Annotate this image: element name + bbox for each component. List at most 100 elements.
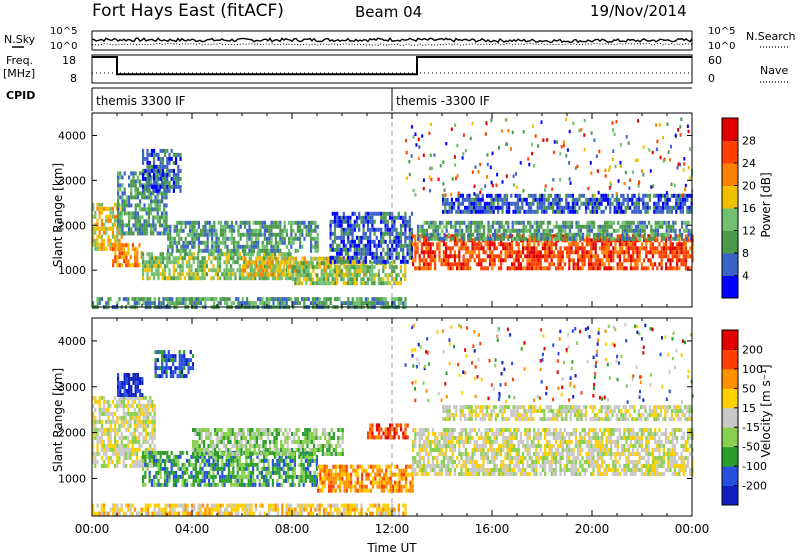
power-cell bbox=[134, 211, 137, 216]
power-cell bbox=[679, 201, 682, 206]
power-cell bbox=[274, 244, 277, 249]
power-cell bbox=[681, 232, 684, 237]
power-cell bbox=[534, 193, 537, 198]
power-cell bbox=[626, 224, 629, 229]
power-cell bbox=[572, 266, 575, 271]
velocity-cell bbox=[140, 419, 143, 424]
power-cell bbox=[96, 202, 99, 207]
power-cell bbox=[363, 256, 366, 261]
power-cell bbox=[393, 215, 396, 220]
power-cell bbox=[290, 297, 293, 302]
power-cell bbox=[547, 201, 550, 206]
power-cell bbox=[471, 238, 474, 243]
power-cell bbox=[408, 247, 411, 252]
power-cell bbox=[153, 301, 156, 306]
velocity-cell bbox=[134, 381, 137, 385]
power-cell bbox=[210, 260, 213, 265]
power-cell bbox=[535, 224, 538, 229]
power-cell bbox=[358, 227, 361, 232]
power-cell bbox=[486, 209, 489, 214]
velocity-cell bbox=[133, 423, 136, 428]
power-cell bbox=[497, 242, 500, 247]
power-cell bbox=[569, 209, 572, 214]
power-scatter-cell bbox=[522, 130, 525, 134]
power-cell bbox=[498, 236, 501, 241]
power-cell bbox=[463, 236, 466, 241]
power-cell bbox=[225, 256, 228, 261]
power-cell bbox=[221, 297, 224, 302]
power-cell bbox=[485, 236, 488, 241]
power-cell bbox=[382, 277, 385, 282]
power-cell bbox=[614, 246, 617, 251]
power-cell bbox=[116, 243, 119, 248]
power-cell bbox=[340, 247, 343, 252]
power-cell bbox=[312, 268, 315, 273]
power-scatter-cell bbox=[651, 150, 654, 155]
velocity-cell bbox=[175, 478, 178, 483]
velocity-cell bbox=[109, 459, 112, 464]
power-cell bbox=[199, 297, 202, 302]
power-cell bbox=[384, 219, 387, 224]
power-cell bbox=[161, 215, 164, 220]
power-cell bbox=[678, 254, 681, 259]
velocity-cell bbox=[129, 463, 132, 468]
power-scatter-cell bbox=[417, 156, 420, 161]
power-cell bbox=[157, 268, 160, 273]
power-cell bbox=[199, 276, 202, 281]
power-cell bbox=[148, 268, 151, 273]
power-cell bbox=[177, 264, 180, 269]
velocity-cell bbox=[131, 435, 134, 440]
power-cell bbox=[166, 184, 169, 189]
power-scatter-cell bbox=[627, 141, 630, 145]
power-cell bbox=[167, 232, 170, 237]
velocity-cell bbox=[94, 423, 97, 428]
power-cell bbox=[646, 205, 649, 210]
power-cell bbox=[227, 256, 230, 261]
velocity-cell bbox=[96, 459, 99, 464]
power-scatter-cell bbox=[486, 175, 488, 179]
power-cell bbox=[362, 251, 365, 256]
power-cell bbox=[445, 224, 448, 229]
power-scatter-cell bbox=[597, 190, 600, 195]
power-cell bbox=[246, 264, 249, 269]
power-cell bbox=[536, 205, 539, 210]
velocity-cell bbox=[157, 482, 160, 487]
power-cell bbox=[132, 171, 135, 176]
power-cell bbox=[557, 254, 560, 259]
power-scatter-cell bbox=[469, 136, 472, 141]
power-cell bbox=[288, 236, 291, 241]
velocity-cell bbox=[136, 459, 139, 464]
power-cell bbox=[497, 205, 500, 210]
power-cell bbox=[555, 224, 558, 229]
power-cell bbox=[682, 250, 685, 255]
power-cell bbox=[179, 272, 182, 277]
velocity-cell bbox=[159, 466, 162, 471]
power-cell bbox=[241, 297, 244, 302]
velocity-cell bbox=[98, 415, 101, 420]
power-cell bbox=[605, 250, 608, 255]
power-cell bbox=[373, 301, 376, 306]
velocity-cell bbox=[191, 354, 195, 359]
power-cell bbox=[498, 228, 501, 233]
power-cell bbox=[150, 168, 153, 173]
velocity-cell bbox=[142, 411, 145, 416]
power-cell bbox=[557, 236, 560, 241]
power-cell bbox=[453, 238, 456, 243]
power-cell bbox=[641, 220, 644, 225]
power-cell bbox=[150, 264, 153, 269]
power-cell bbox=[687, 254, 690, 259]
velocity-cell bbox=[144, 458, 147, 463]
power-cell bbox=[393, 265, 396, 270]
power-cell bbox=[238, 264, 241, 269]
velocity-cell bbox=[94, 435, 97, 440]
power-cell bbox=[182, 228, 185, 233]
power-cell bbox=[546, 236, 549, 241]
power-cell bbox=[561, 258, 564, 263]
power-cell bbox=[513, 236, 516, 241]
power-cell bbox=[283, 297, 286, 302]
power-cell bbox=[333, 211, 337, 216]
power-scatter-cell bbox=[560, 145, 563, 149]
velocity-cell bbox=[109, 439, 112, 444]
power-cell bbox=[157, 184, 160, 189]
power-cell bbox=[238, 252, 241, 257]
